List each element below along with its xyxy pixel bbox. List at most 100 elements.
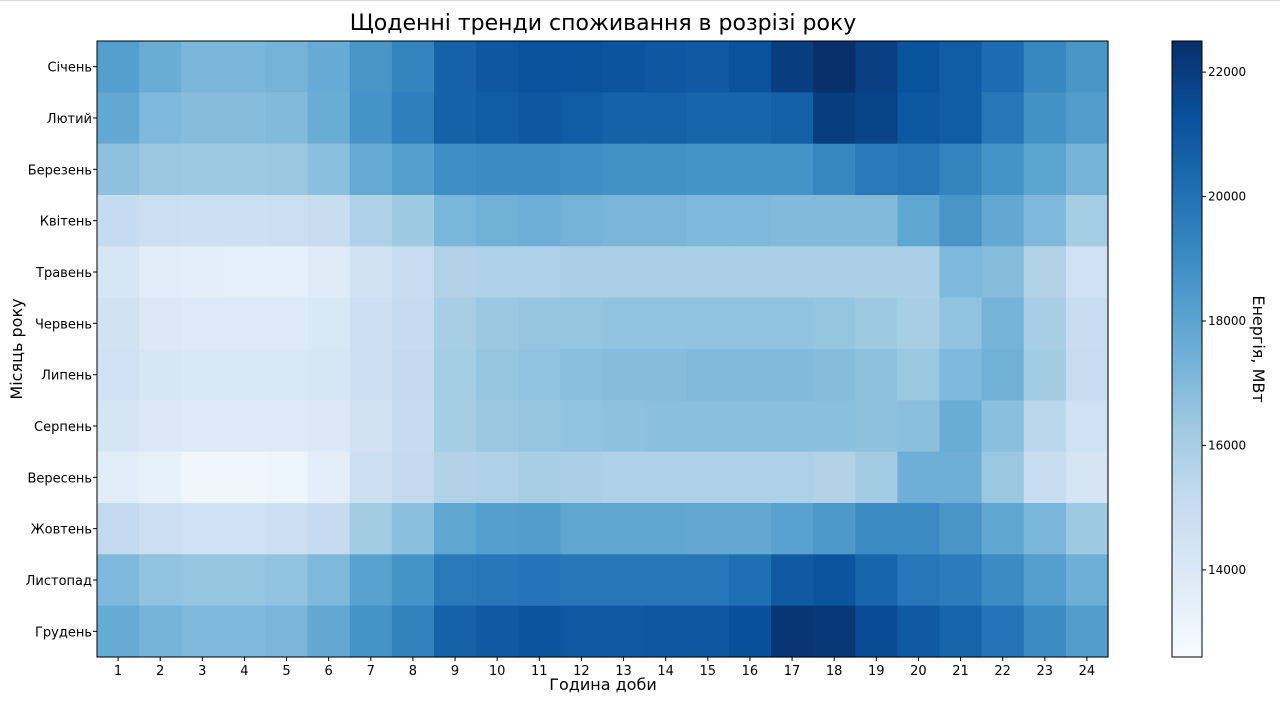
heatmap-cell xyxy=(813,92,856,145)
y-tick-label: Червень xyxy=(35,317,92,332)
heatmap-cell xyxy=(981,554,1025,607)
heatmap-cell xyxy=(602,349,646,401)
heatmap-cell xyxy=(728,195,772,247)
heatmap-cell xyxy=(855,451,898,504)
heatmap-cell xyxy=(476,349,519,401)
heatmap-cell xyxy=(1065,605,1109,658)
heatmap-cell xyxy=(686,349,730,401)
colorbar-tick-label: 14000 xyxy=(1208,563,1246,577)
heatmap-cell xyxy=(518,92,561,145)
heatmap-cell xyxy=(1023,554,1067,607)
heatmap-cell xyxy=(349,451,393,504)
heatmap-cell xyxy=(728,451,772,504)
heatmap-cell xyxy=(981,246,1025,299)
heatmap-cell xyxy=(139,195,182,247)
heatmap-cell xyxy=(855,554,898,607)
heatmap-cell xyxy=(265,451,309,504)
heatmap-cell xyxy=(139,451,182,504)
heatmap-cell xyxy=(265,143,309,196)
heatmap-cell xyxy=(223,503,267,555)
heatmap-cell xyxy=(771,349,814,401)
plot-frame xyxy=(96,40,1109,658)
heatmap-cell xyxy=(1023,41,1067,93)
heatmap-cell xyxy=(476,503,519,555)
heatmap-cell xyxy=(813,503,856,555)
heatmap-cell xyxy=(728,554,772,607)
heatmap-cell xyxy=(434,41,477,93)
heatmap-cell xyxy=(1065,143,1109,196)
heatmap-cell xyxy=(391,41,435,93)
heatmap-cell xyxy=(813,41,856,93)
heatmap-cell xyxy=(602,297,646,350)
heatmap-cell xyxy=(602,400,646,453)
heatmap-cell xyxy=(897,297,941,350)
heatmap-cell xyxy=(981,400,1025,453)
heatmap-cell xyxy=(981,451,1025,504)
heatmap-cell xyxy=(939,605,983,658)
heatmap-cell xyxy=(349,297,393,350)
heatmap-cell xyxy=(391,349,435,401)
heatmap-cell xyxy=(771,451,814,504)
heatmap-cell xyxy=(391,246,435,299)
heatmap-cell xyxy=(434,451,477,504)
heatmap-cell xyxy=(602,605,646,658)
heatmap-cell xyxy=(391,297,435,350)
colorbar-tick-label: 16000 xyxy=(1208,438,1246,452)
heatmap-cell xyxy=(728,297,772,350)
heatmap-cell xyxy=(897,143,941,196)
heatmap-cell xyxy=(1065,41,1109,93)
heatmap-cell xyxy=(1065,451,1109,504)
heatmap-cell xyxy=(644,41,688,93)
heatmap-cell xyxy=(181,451,224,504)
heatmap-cell xyxy=(349,349,393,401)
heatmap-cell xyxy=(476,246,519,299)
colorbar-tick-label: 20000 xyxy=(1208,190,1246,204)
heatmap-cell xyxy=(181,246,224,299)
heatmap-cell xyxy=(644,195,688,247)
heatmap-cell xyxy=(686,605,730,658)
heatmap-cell xyxy=(349,195,393,247)
heatmap-cell xyxy=(518,246,561,299)
y-tick-label: Березень xyxy=(28,163,92,178)
heatmap-cell xyxy=(855,605,898,658)
y-tick-label: Травень xyxy=(35,266,92,281)
heatmap-cell xyxy=(602,503,646,555)
heatmap-cell xyxy=(939,554,983,607)
heatmap-cell xyxy=(560,605,604,658)
heatmap-cell xyxy=(391,400,435,453)
colorbar-ticks: 14000 16000 18000 20000 22000 xyxy=(1202,65,1246,577)
heatmap-cell xyxy=(771,143,814,196)
heatmap-cell xyxy=(265,605,309,658)
heatmap-cell xyxy=(518,605,561,658)
heatmap-cell xyxy=(307,349,351,401)
heatmap-cell xyxy=(771,41,814,93)
heatmap-cell xyxy=(644,92,688,145)
heatmap-cell xyxy=(771,400,814,453)
heatmap-cell xyxy=(223,41,267,93)
heatmap-cell xyxy=(434,246,477,299)
heatmap-cell xyxy=(1065,92,1109,145)
heatmap-cell xyxy=(560,195,604,247)
heatmap-cell xyxy=(391,554,435,607)
heatmap-cell xyxy=(1023,503,1067,555)
heatmap-cell xyxy=(686,503,730,555)
heatmap-cell xyxy=(518,195,561,247)
heatmap-cell xyxy=(97,246,140,299)
heatmap-cell xyxy=(644,349,688,401)
heatmap-cell xyxy=(518,400,561,453)
heatmap-cell xyxy=(728,143,772,196)
x-tick-label: 10 xyxy=(489,664,506,679)
y-tick-label: Липень xyxy=(41,369,92,384)
heatmap-cell xyxy=(686,195,730,247)
heatmap-cell xyxy=(1065,349,1109,401)
heatmap-cell xyxy=(981,92,1025,145)
heatmap-cell xyxy=(813,195,856,247)
heatmap-cell xyxy=(686,400,730,453)
heatmap-cell xyxy=(771,297,814,350)
heatmap-cell xyxy=(181,503,224,555)
heatmap-cell xyxy=(518,554,561,607)
x-tick-label: 22 xyxy=(994,664,1011,679)
heatmap-cell xyxy=(771,195,814,247)
colorbar-label: Енергія, МВт xyxy=(1249,295,1268,402)
heatmap-cell xyxy=(644,451,688,504)
